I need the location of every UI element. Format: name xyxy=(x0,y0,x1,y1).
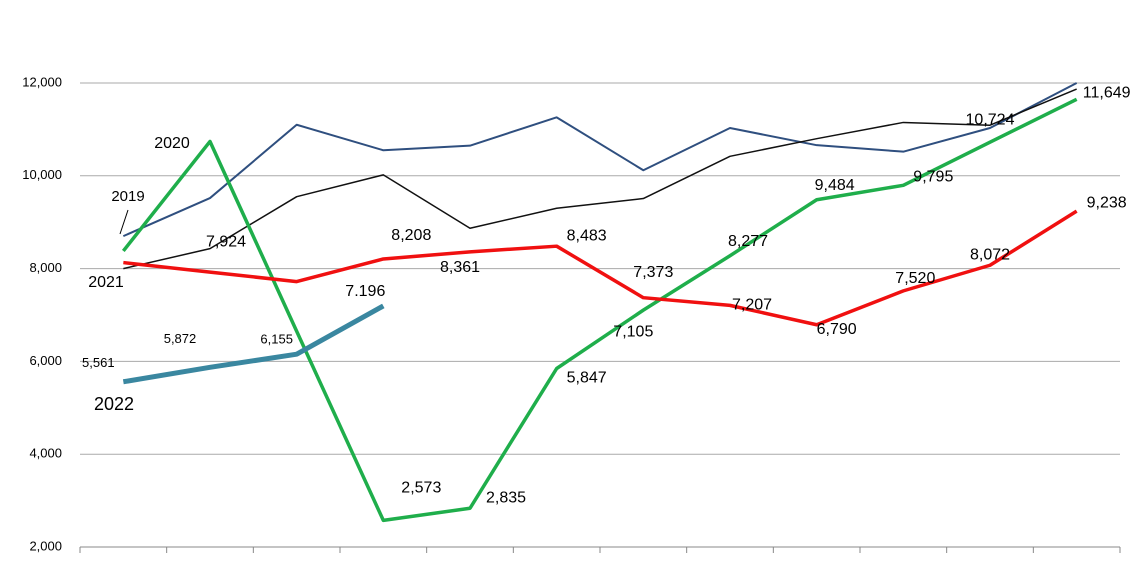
x-tick-label: Septiembre xyxy=(783,568,849,570)
data-label: 7,105 xyxy=(613,323,653,340)
x-tick-label: Julio xyxy=(630,568,657,570)
x-tick-label: Noviembre xyxy=(959,568,1022,570)
data-label: 7,924 xyxy=(206,233,246,250)
data-label: 7.196 xyxy=(345,283,385,300)
series-name: 2019 xyxy=(111,188,144,205)
data-label: 8,277 xyxy=(728,233,768,250)
series-name: 2022 xyxy=(94,394,134,414)
data-label: 5,847 xyxy=(567,370,607,387)
data-label: 9,795 xyxy=(913,169,953,186)
x-tick-label: Junio xyxy=(541,568,572,570)
data-label: 7,373 xyxy=(633,264,673,281)
series-line xyxy=(123,88,1077,270)
y-tick-label: 6,000 xyxy=(29,353,62,368)
data-label: 7,520 xyxy=(895,270,935,287)
data-label: 11,649 xyxy=(1083,85,1131,102)
data-label: 2,835 xyxy=(486,489,526,506)
x-tick-label: Marzo xyxy=(279,568,315,570)
x-tick-label: Febrero xyxy=(187,568,233,570)
y-tick-label: 8,000 xyxy=(29,260,62,275)
y-tick-label: 10,000 xyxy=(22,167,62,182)
data-label: 2,573 xyxy=(401,480,441,497)
y-tick-label: 2,000 xyxy=(29,538,62,553)
y-tick-label: 4,000 xyxy=(29,446,62,461)
data-label: 5,561 xyxy=(82,355,115,370)
data-label: 9,238 xyxy=(1087,194,1127,211)
data-label: 8,208 xyxy=(391,227,431,244)
data-label: 8,361 xyxy=(440,259,480,276)
data-label: 6,155 xyxy=(260,332,293,347)
data-label: 10,724 xyxy=(966,111,1015,128)
x-tick-label: Octubre xyxy=(880,568,926,570)
data-label: 9,484 xyxy=(815,177,855,194)
data-label: 8,483 xyxy=(567,227,607,244)
x-tick-label: Diciembre xyxy=(1047,568,1106,570)
series-line xyxy=(122,82,1078,238)
x-tick-label: Enero xyxy=(106,568,141,570)
series-name: 2021 xyxy=(88,274,124,291)
annotation-pointer xyxy=(119,209,129,235)
series-line xyxy=(122,303,385,385)
data-label: 5,872 xyxy=(164,331,197,346)
data-label: 8,072 xyxy=(970,246,1010,263)
series-line xyxy=(121,97,1078,523)
x-tick-label: Abril xyxy=(370,568,396,570)
x-tick-label: Agosto xyxy=(710,568,750,570)
data-label: 6,790 xyxy=(817,321,857,338)
x-tick-label: Mayo xyxy=(454,568,486,570)
y-tick-label: 12,000 xyxy=(22,74,62,89)
data-label: 7,207 xyxy=(732,297,772,314)
series-line xyxy=(123,209,1078,327)
series-name: 2020 xyxy=(154,135,190,152)
